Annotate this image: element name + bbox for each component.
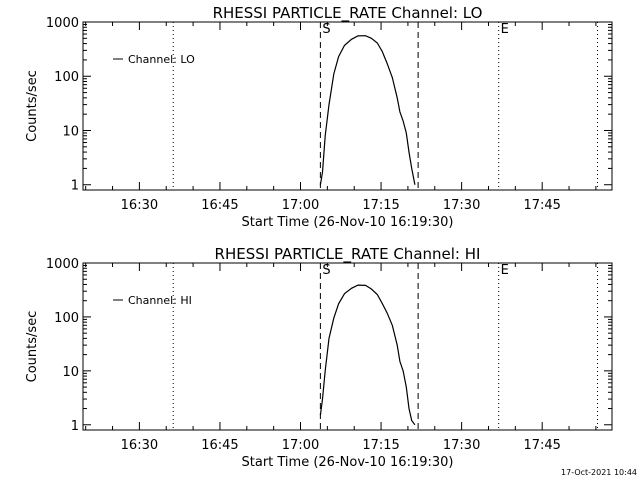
x-tick-label: 16:30 bbox=[121, 198, 158, 213]
legend-label: Channel: HI bbox=[128, 294, 192, 307]
y-tick-label: 100 bbox=[54, 311, 79, 326]
series-line bbox=[319, 35, 416, 185]
x-tick-label: 17:15 bbox=[362, 198, 399, 213]
x-axis-label: Start Time (26-Nov-10 16:19:30) bbox=[242, 455, 454, 470]
x-tick-label: 17:45 bbox=[523, 438, 560, 453]
y-tick-label: 1000 bbox=[46, 257, 79, 272]
x-tick-label: 17:45 bbox=[523, 198, 560, 213]
y-tick-label: 10 bbox=[62, 124, 79, 139]
timestamp-label: 17-Oct-2021 10:44 bbox=[561, 468, 637, 477]
plot-frame bbox=[82, 21, 613, 191]
y-tick-label: 100 bbox=[54, 70, 79, 85]
plot-frame bbox=[82, 262, 613, 431]
x-tick-label: 16:30 bbox=[121, 438, 158, 453]
legend-label: Channel: LO bbox=[128, 53, 195, 66]
y-tick-label: 10 bbox=[62, 365, 79, 380]
series-line bbox=[319, 284, 416, 426]
marker-label: S bbox=[322, 22, 330, 37]
chart-title: RHESSI PARTICLE_RATE Channel: LO bbox=[213, 4, 483, 23]
x-tick-label: 17:15 bbox=[362, 438, 399, 453]
chart-title: RHESSI PARTICLE_RATE Channel: HI bbox=[215, 245, 481, 264]
x-axis-label: Start Time (26-Nov-10 16:19:30) bbox=[242, 215, 454, 230]
x-tick-label: 17:30 bbox=[443, 198, 480, 213]
x-tick-label: 17:30 bbox=[443, 438, 480, 453]
panel-hi: RHESSI PARTICLE_RATE Channel: HI Start Ti… bbox=[25, 245, 613, 470]
x-tick-label: 16:45 bbox=[201, 438, 238, 453]
marker-label: E bbox=[501, 22, 509, 37]
x-tick-label: 17:00 bbox=[282, 198, 319, 213]
y-tick-label: 1000 bbox=[46, 16, 79, 31]
marker-label: E bbox=[501, 263, 509, 278]
marker-label: S bbox=[322, 263, 330, 278]
x-tick-label: 17:00 bbox=[282, 438, 319, 453]
y-tick-label: 1 bbox=[71, 419, 79, 434]
panel-lo: RHESSI PARTICLE_RATE Channel: LO Start Ti… bbox=[25, 4, 613, 230]
y-axis-label: Counts/sec bbox=[25, 70, 40, 142]
x-tick-label: 16:45 bbox=[201, 198, 238, 213]
y-axis-label: Counts/sec bbox=[25, 311, 40, 383]
y-tick-label: 1 bbox=[71, 179, 79, 194]
